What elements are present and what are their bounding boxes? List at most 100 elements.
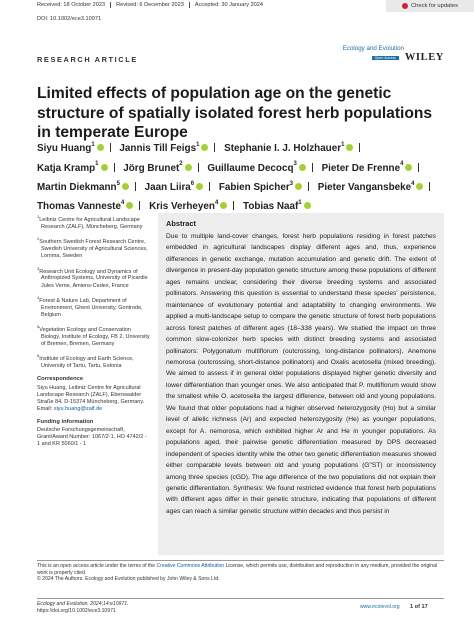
affiliation-number: 3 xyxy=(37,265,40,271)
author: Martin Diekmann5 xyxy=(37,180,142,193)
license-pre: This is an open access article under the… xyxy=(37,563,157,569)
orcid-icon[interactable] xyxy=(100,163,108,171)
author: Jannis Till Feigs1 xyxy=(119,142,221,154)
author: Jörg Brunet2 xyxy=(123,161,204,174)
affiliation-text: Vegetation Ecology and Conservation Biol… xyxy=(39,326,150,348)
author-separator xyxy=(214,143,216,153)
received: Received: 18 October 2023 xyxy=(37,2,106,8)
doi: DOI: 10.1002/ece3.10971 xyxy=(37,16,102,22)
abstract-heading: Abstract xyxy=(166,219,196,228)
journal-logo: Ecology and Evolution Open Access WILEY xyxy=(300,45,444,63)
affiliation-number: 2 xyxy=(37,236,40,242)
orcid-icon[interactable] xyxy=(346,144,354,152)
affiliation-number: 1 xyxy=(37,214,40,219)
affiliation-text: Forest & Nature Lab, Department of Envir… xyxy=(39,297,143,318)
orcid-icon[interactable] xyxy=(121,182,129,190)
author: Jaan Liira6 xyxy=(144,180,216,193)
author: Kris Verheyen4 xyxy=(149,200,240,212)
orcid-icon[interactable] xyxy=(126,202,134,210)
page-number: 1 of 17 xyxy=(410,604,428,610)
author-affiliation: 4 xyxy=(400,161,404,168)
author-name: Tobias Naaf xyxy=(243,201,299,213)
author: Pieter De Frenne4 xyxy=(321,161,426,174)
author: Tobias Naaf1 xyxy=(243,200,311,213)
license-link[interactable]: Creative Commons Attribution xyxy=(156,563,225,569)
check-updates-text: Check for updates xyxy=(410,3,459,9)
orcid-icon[interactable] xyxy=(405,163,413,171)
affiliation: 4Forest & Nature Lab, Department of Envi… xyxy=(37,294,151,319)
orcid-icon[interactable] xyxy=(416,182,424,190)
author: Pieter Vangansbeke4 xyxy=(318,181,437,193)
affiliation: 2Southern Swedish Forest Research Centre… xyxy=(37,235,151,260)
affiliation: 1Leibniz Centre for Agricultural Landsca… xyxy=(37,213,151,231)
author-affiliation: 1 xyxy=(196,142,200,148)
author-separator xyxy=(197,162,199,172)
check-updates[interactable]: Check for updates xyxy=(386,0,474,12)
title: Limited effects of population age on the… xyxy=(37,85,433,141)
author-affiliation: 1 xyxy=(341,142,345,148)
author-separator xyxy=(233,201,235,211)
author-name: Jörg Brunet xyxy=(123,162,180,174)
author-separator xyxy=(418,162,420,172)
orcid-icon[interactable] xyxy=(96,144,104,152)
footer-rule xyxy=(37,598,444,599)
article-type: RESEARCH ARTICLE xyxy=(37,55,138,64)
funding-heading: Funding information xyxy=(37,418,94,425)
orcid-icon[interactable] xyxy=(220,202,228,210)
author-separator xyxy=(109,143,111,153)
funding: Deutsche Forschungsgemeinschaft, Grant/A… xyxy=(37,426,147,448)
author-name: Martin Diekmann xyxy=(37,181,117,193)
author-name: Katja Kramp xyxy=(37,162,96,174)
website[interactable]: www.ecolevol.org xyxy=(360,604,400,610)
orcid-icon[interactable] xyxy=(196,182,204,190)
affiliation-number: 6 xyxy=(37,353,40,359)
author-separator xyxy=(139,201,141,211)
orcid-icon[interactable] xyxy=(298,163,306,171)
copyright: © 2024 The Authors. Ecology and Evolutio… xyxy=(37,576,220,582)
doi-url[interactable]: https://doi.org/10.1002/ece3.10971 xyxy=(37,608,116,614)
author-name: Stephanie I. J. Holzhauer xyxy=(224,143,342,155)
author-affiliation: 1 xyxy=(95,161,99,168)
affiliation-number: 5 xyxy=(37,324,40,330)
author-affiliation: 3 xyxy=(289,180,294,187)
affiliation-text: Research Unit Ecology and Dynamics of An… xyxy=(39,268,148,289)
email-label: Email: xyxy=(37,405,53,412)
affiliation-text: Institute of Ecology and Earth Science, … xyxy=(39,356,134,370)
affiliation-number: 4 xyxy=(37,294,40,300)
author-affiliation: 1 xyxy=(91,142,95,148)
abstract-box: Abstract Due to multiple land-cover chan… xyxy=(158,213,444,555)
author-separator xyxy=(113,162,115,172)
author-separator xyxy=(209,181,211,191)
abstract-text: Due to multiple land-cover changes, fore… xyxy=(166,233,436,515)
orcid-icon[interactable] xyxy=(201,144,209,152)
rule xyxy=(37,560,444,561)
journal-name: Ecology and Evolution xyxy=(342,45,404,52)
author-affiliation: 4 xyxy=(120,199,125,206)
author-name: Pieter De Frenne xyxy=(321,162,401,174)
orcid-icon[interactable] xyxy=(303,202,311,210)
author: Katja Kramp1 xyxy=(37,161,121,174)
citation: Ecology and Evolution. 2024;14:e10971. xyxy=(37,601,129,607)
correspondence: Siyu Huang, Leibniz Centre for Agricultu… xyxy=(37,385,151,413)
orcid-icon[interactable] xyxy=(184,163,192,171)
affiliations: 1Leibniz Centre for Agricultural Landsca… xyxy=(37,213,151,370)
author: Siyu Huang1 xyxy=(37,142,117,155)
history: Received: 18 October 2023 Revised: 6 Dec… xyxy=(37,2,263,8)
orcid-icon[interactable] xyxy=(295,182,303,190)
author-affiliation: 6 xyxy=(190,180,195,187)
correspondence-text: Siyu Huang, Leibniz Centre for Agricultu… xyxy=(37,384,145,405)
revised: Revised: 6 December 2023 xyxy=(116,2,184,8)
author-name: Siyu Huang xyxy=(37,143,92,155)
license-post: License, which permits use, distribution… xyxy=(37,563,438,576)
author-affiliation: 5 xyxy=(116,180,120,187)
email[interactable]: siyu.huang@zalf.de xyxy=(53,405,103,412)
accepted: Accepted: 30 January 2024 xyxy=(194,2,264,8)
author: Guillaume Decocq3 xyxy=(207,161,319,174)
affiliation-text: Leibniz Centre for Agricultural Landscap… xyxy=(39,216,143,230)
author: Fabien Spicher3 xyxy=(219,180,315,193)
author-name: Jaan Liira xyxy=(144,181,191,193)
license: This is an open access article under the… xyxy=(37,563,444,583)
correspondence-heading: Correspondence xyxy=(37,376,84,383)
affiliation: 5Vegetation Ecology and Conservation Bio… xyxy=(37,323,151,348)
author-name: Guillaume Decocq xyxy=(207,162,294,174)
